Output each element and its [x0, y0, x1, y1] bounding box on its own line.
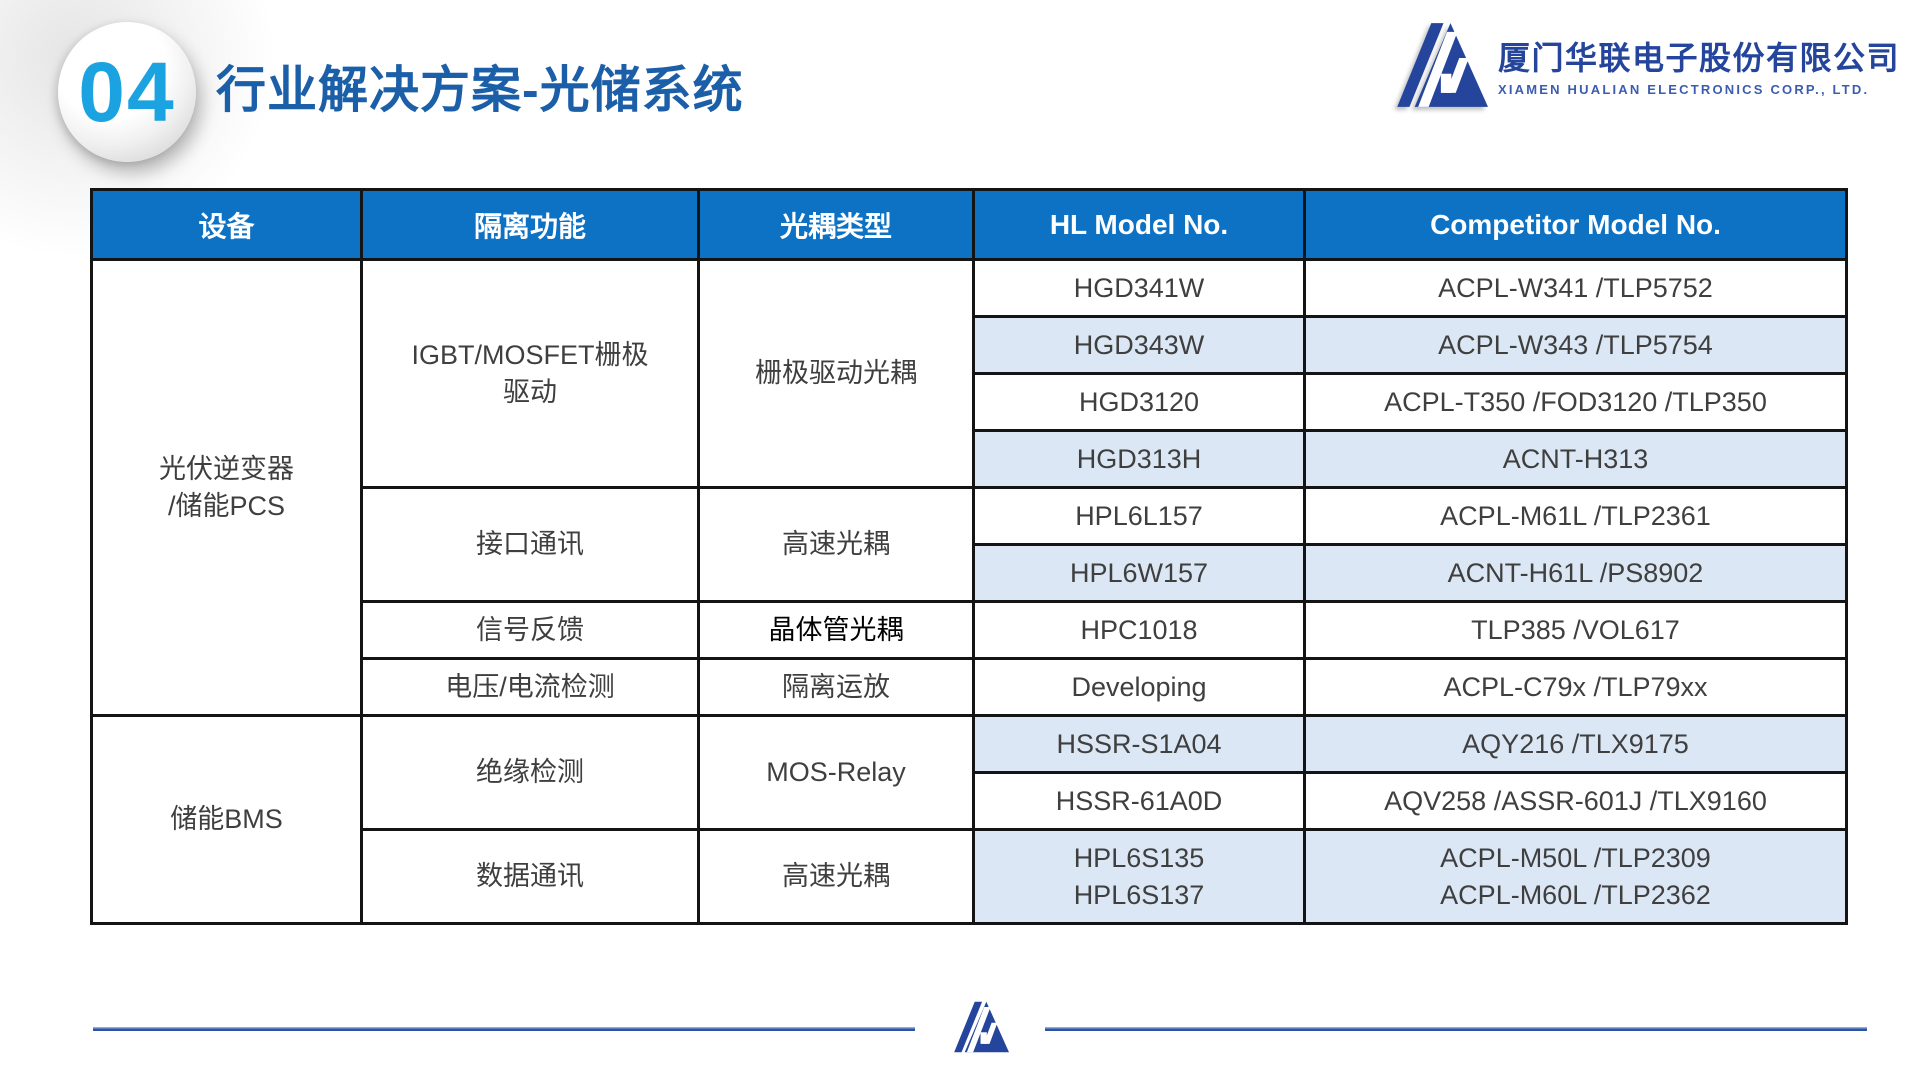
cell-competitor-model: ACPL-W341 /TLP5752 — [1303, 258, 1848, 318]
table-row: HPL6W157 ACNT-H61L /PS8902 — [92, 543, 1848, 603]
footer-rule-left — [93, 1027, 915, 1031]
hl-triangle-logo-icon — [1397, 23, 1488, 107]
table-row: 接口通讯 高速光耦 HPL6L157 ACPL-M61L /TLP2361 — [92, 486, 1848, 603]
cell-optocoupler-type: 隔离运放 — [697, 657, 975, 717]
cell-hl-model: HGD3120 — [972, 372, 1306, 432]
footer — [93, 1000, 1867, 1059]
cell-competitor-model: ACPL-W343 /TLP5754 — [1303, 315, 1848, 375]
table-row: HGD3120 ACPL-T350 /FOD3120 /TLP350 — [92, 372, 1848, 432]
cell-device-group: 储能BMS — [90, 714, 363, 925]
col-header-optocoupler-type: 光耦类型 — [697, 188, 975, 261]
cell-competitor-model: ACPL-M61L /TLP2361 — [1303, 486, 1848, 546]
cell-optocoupler-type: 高速光耦 — [697, 486, 975, 603]
table-row: HSSR-61A0D AQV258 /ASSR-601J /TLX9160 — [92, 771, 1848, 831]
footer-rule-right — [1045, 1027, 1867, 1031]
col-header-competitor-model: Competitor Model No. — [1303, 188, 1848, 261]
cell-hl-model: HGD343W — [972, 315, 1306, 375]
cell-isolation-function: 接口通讯 — [360, 486, 700, 603]
cell-hl-model: HGD313H — [972, 429, 1306, 489]
footer-logo — [951, 1000, 1009, 1059]
page-number: 04 — [78, 44, 176, 139]
col-header-hl-model: HL Model No. — [972, 188, 1306, 261]
cell-isolation-function: 电压/电流检测 — [360, 657, 700, 717]
col-header-device: 设备 — [90, 188, 363, 261]
cell-competitor-model: AQV258 /ASSR-601J /TLX9160 — [1303, 771, 1848, 831]
company-logo: 厦门华联电子股份有限公司 XIAMEN HUALIAN ELECTRONICS … — [1392, 20, 1900, 110]
col-header-isolation-function: 隔离功能 — [360, 188, 700, 261]
cell-isolation-function: 绝缘检测 — [360, 714, 700, 831]
solutions-table: 设备 隔离功能 光耦类型 HL Model No. Competitor Mod… — [90, 188, 1848, 925]
cell-isolation-function: 信号反馈 — [360, 600, 700, 660]
table-row: 储能BMS 绝缘检测 MOS-Relay HSSR-S1A04 AQY216 /… — [90, 714, 1848, 925]
cell-optocoupler-type: 高速光耦 — [697, 828, 975, 925]
table-row: 数据通讯 高速光耦 HPL6S135 HPL6S137 ACPL-M50L /T… — [92, 828, 1848, 925]
table-row: 信号反馈 晶体管光耦 HPC1018 TLP385 /VOL617 — [92, 600, 1848, 660]
table-row: 光伏逆变器 /储能PCS IGBT/MOSFET栅极 驱动 栅极驱动光耦 HGD… — [90, 258, 1848, 717]
company-name-en: XIAMEN HUALIAN ELECTRONICS CORP., LTD. — [1497, 82, 1870, 97]
hl-triangle-logo-icon — [954, 1001, 1009, 1052]
cell-competitor-model: ACPL-C79x /TLP79xx — [1303, 657, 1848, 717]
table-header-row: 设备 隔离功能 光耦类型 HL Model No. Competitor Mod… — [90, 188, 1848, 261]
cell-optocoupler-type: MOS-Relay — [697, 714, 975, 831]
table-row: HGD343W ACPL-W343 /TLP5754 — [92, 315, 1848, 375]
cell-hl-model: HPL6W157 — [972, 543, 1306, 603]
page-number-badge: 04 — [58, 22, 196, 162]
cell-competitor-model: ACPL-T350 /FOD3120 /TLP350 — [1303, 372, 1848, 432]
cell-hl-model: Developing — [972, 657, 1306, 717]
cell-isolation-function: IGBT/MOSFET栅极 驱动 — [360, 258, 700, 489]
table-row: HGD313H ACNT-H313 — [92, 429, 1848, 489]
page-title: 行业解决方案-光储系统 — [216, 62, 744, 118]
cell-competitor-model: ACNT-H313 — [1303, 429, 1848, 489]
cell-hl-model: HPL6S135 HPL6S137 — [972, 828, 1306, 925]
company-name-block: 厦门华联电子股份有限公司 XIAMEN HUALIAN ELECTRONICS … — [1498, 33, 1900, 97]
company-name-cn: 厦门华联电子股份有限公司 — [1497, 40, 1900, 76]
cell-optocoupler-type: 栅极驱动光耦 — [697, 258, 975, 489]
cell-hl-model: HSSR-61A0D — [972, 771, 1306, 831]
table-row: 电压/电流检测 隔离运放 Developing ACPL-C79x /TLP79… — [92, 657, 1848, 717]
cell-hl-model: HSSR-S1A04 — [972, 714, 1306, 774]
cell-hl-model: HGD341W — [972, 258, 1306, 318]
cell-hl-model: HPL6L157 — [972, 486, 1306, 546]
cell-competitor-model: ACPL-M50L /TLP2309 ACPL-M60L /TLP2362 — [1303, 828, 1848, 925]
cell-isolation-function: 数据通讯 — [360, 828, 700, 925]
cell-hl-model: HPC1018 — [972, 600, 1306, 660]
cell-optocoupler-type: 晶体管光耦 — [697, 600, 975, 660]
cell-competitor-model: TLP385 /VOL617 — [1303, 600, 1848, 660]
cell-competitor-model: AQY216 /TLX9175 — [1303, 714, 1848, 774]
cell-competitor-model: ACNT-H61L /PS8902 — [1303, 543, 1848, 603]
cell-device-group: 光伏逆变器 /储能PCS — [90, 258, 363, 717]
